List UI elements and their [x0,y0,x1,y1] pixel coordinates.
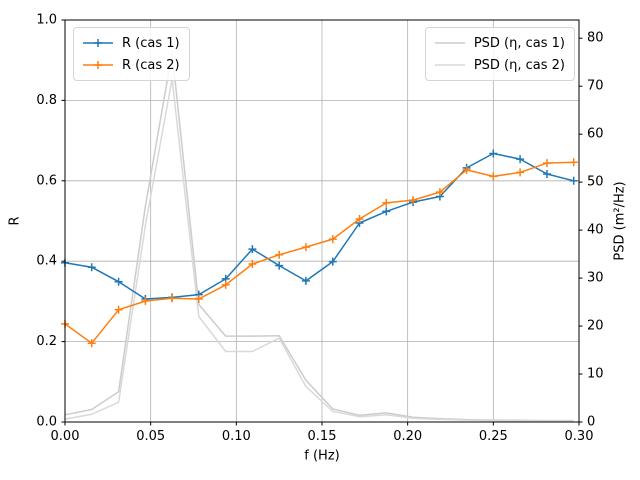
y-axis-label-right: PSD (m²/Hz) [612,181,628,261]
legend-label-r-cas1: R (cas 1) [122,35,180,51]
legend-line-sample-psd-cas2 [434,64,465,66]
legend-psd: PSD (η, cas 1) PSD (η, cas 2) [424,27,575,81]
legend-line-sample-r-cas2 [83,61,113,69]
x-axis-label: f (Hz) [304,448,340,464]
series-markers-0 [61,149,578,303]
y-tick-label-right: 0 [587,415,595,430]
y-tick-label-right: 60 [587,127,604,142]
legend-entry-psd-cas1: PSD (η, cas 1) [433,33,565,53]
x-tick-label: 0.30 [565,429,594,444]
y-tick-label-right: 80 [587,31,604,46]
series-line-1 [64,161,574,344]
x-tick-label: 0.00 [51,429,80,444]
y-tick-label-right: 70 [587,79,604,94]
y-tick-label-left: 0.8 [36,93,57,108]
y-tick-label-right: 10 [587,367,604,382]
legend-r: R (cas 1) R (cas 2) [73,27,190,81]
legend-line-sample-r-cas1 [83,39,113,47]
y-tick-label-right: 30 [587,271,604,286]
x-tick-label: 0.05 [136,429,165,444]
legend-entry-psd-cas2: PSD (η, cas 2) [433,55,565,75]
legend-label-r-cas2: R (cas 2) [122,57,180,73]
x-tick-label: 0.20 [393,429,422,444]
legend-line-sample-psd-cas1 [434,42,465,44]
y-tick-label-left: 0.0 [36,415,57,430]
series-line-3 [64,78,574,422]
x-tick-label: 0.10 [222,429,251,444]
series-line-2 [64,51,574,422]
y-tick-label-right: 20 [587,319,604,334]
series-line-0 [64,152,574,300]
legend-entry-r-cas1: R (cas 1) [81,33,180,53]
y-tick-label-right: 50 [587,175,604,190]
y-axis-label-left: R [7,216,23,226]
y-tick-label-right: 40 [587,223,604,238]
y-tick-label-left: 0.6 [36,173,57,188]
y-tick-label-left: 0.4 [36,254,57,269]
y-tick-label-left: 1.0 [36,13,57,28]
legend-label-psd-cas1: PSD (η, cas 1) [473,35,565,51]
legend-label-psd-cas2: PSD (η, cas 2) [473,57,565,73]
legend-entry-r-cas2: R (cas 2) [81,55,180,75]
x-tick-label: 0.25 [479,429,508,444]
x-tick-label: 0.15 [308,429,337,444]
y-tick-label-left: 0.2 [36,334,57,349]
